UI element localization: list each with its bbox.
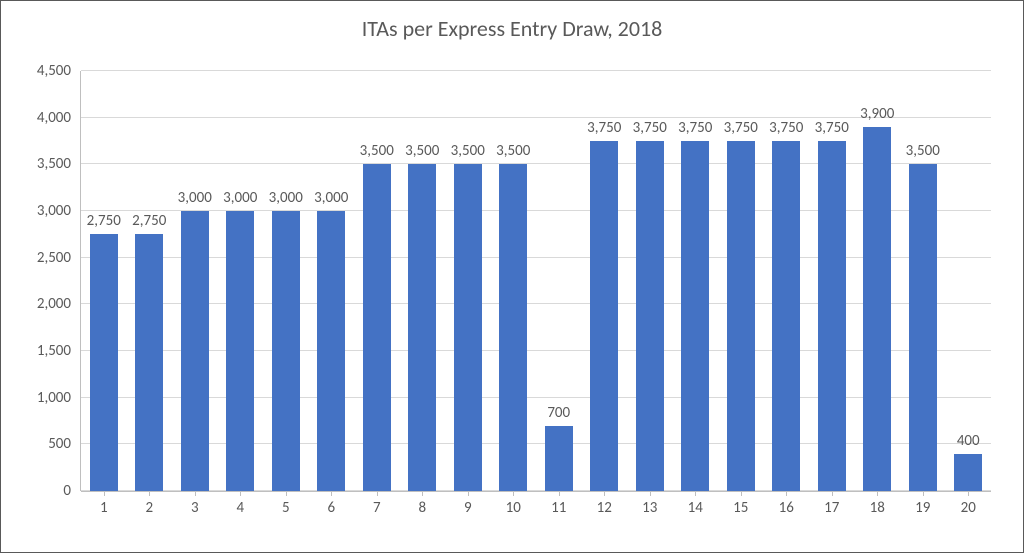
bar: 3,000	[317, 211, 345, 491]
bar-slot: 70011	[536, 71, 582, 491]
bar-value-label: 3,000	[178, 189, 212, 207]
bar-slot: 3,75017	[809, 71, 855, 491]
bar-value-label: 3,000	[314, 189, 348, 207]
bar-slot: 3,75012	[582, 71, 628, 491]
bar-value-label: 3,750	[678, 119, 712, 137]
y-tick-label: 2,500	[37, 249, 71, 267]
x-tick-label: 16	[779, 499, 794, 517]
bar: 3,000	[272, 211, 300, 491]
bar-value-label: 3,750	[815, 119, 849, 137]
x-tick-label: 17	[824, 499, 839, 517]
bar-slot: 3,5008	[400, 71, 446, 491]
bar-value-label: 2,750	[132, 212, 166, 230]
x-tick-label: 3	[191, 499, 199, 517]
y-tick-label: 4,500	[37, 62, 71, 80]
bar: 3,750	[636, 141, 664, 491]
bar: 3,500	[363, 164, 391, 491]
bar-slot: 3,0005	[263, 71, 309, 491]
y-tick-label: 500	[48, 435, 71, 453]
bar-value-label: 3,500	[496, 142, 530, 160]
y-axis	[80, 71, 81, 491]
bar-value-label: 2,750	[87, 212, 121, 230]
y-tick-label: 3,000	[37, 202, 71, 220]
x-tick-label: 7	[373, 499, 381, 517]
bar-slot: 3,0006	[309, 71, 355, 491]
x-tick-label: 11	[551, 499, 566, 517]
bar-value-label: 3,750	[769, 119, 803, 137]
bar: 3,500	[499, 164, 527, 491]
chart-title: ITAs per Express Entry Draw, 2018	[1, 1, 1023, 42]
bar-slot: 40020	[946, 71, 992, 491]
bar-slot: 3,75016	[764, 71, 810, 491]
x-tick-label: 6	[327, 499, 335, 517]
bar-slot: 3,5007	[354, 71, 400, 491]
x-axis	[81, 491, 991, 492]
bar: 3,750	[681, 141, 709, 491]
bar-slot: 3,90018	[855, 71, 901, 491]
bar-slot: 3,0003	[172, 71, 218, 491]
bar: 400	[954, 454, 982, 491]
y-tick-label: 3,500	[37, 155, 71, 173]
x-tick-label: 12	[597, 499, 612, 517]
bar: 3,500	[408, 164, 436, 491]
y-tick-label: 2,000	[37, 295, 71, 313]
x-tick-label: 1	[100, 499, 108, 517]
y-tick-label: 1,000	[37, 389, 71, 407]
bar-value-label: 3,750	[587, 119, 621, 137]
bar-slot: 3,50010	[491, 71, 537, 491]
bar: 3,750	[772, 141, 800, 491]
bar-value-label: 3,750	[724, 119, 758, 137]
bar-slot: 3,75015	[718, 71, 764, 491]
bar-value-label: 3,500	[451, 142, 485, 160]
bars-group: 2,75012,75023,00033,00043,00053,00063,50…	[81, 71, 991, 491]
y-tick-label: 0	[63, 482, 71, 500]
bar: 3,900	[863, 127, 891, 491]
x-tick-label: 15	[733, 499, 748, 517]
x-tick-label: 9	[464, 499, 472, 517]
bar-slot: 2,7501	[81, 71, 127, 491]
bar-value-label: 3,000	[269, 189, 303, 207]
bar-slot: 3,75014	[673, 71, 719, 491]
x-tick-label: 10	[506, 499, 521, 517]
bar-slot: 3,50019	[900, 71, 946, 491]
plot-area: 05001,0001,5002,0002,5003,0003,5004,0004…	[81, 71, 991, 491]
bar-value-label: 3,750	[633, 119, 667, 137]
bar: 3,000	[181, 211, 209, 491]
x-tick-label: 8	[418, 499, 426, 517]
y-tick-label: 4,000	[37, 109, 71, 127]
x-tick-label: 18	[870, 499, 885, 517]
bar-value-label: 3,500	[405, 142, 439, 160]
x-tick-label: 5	[282, 499, 290, 517]
bar-value-label: 3,500	[360, 142, 394, 160]
bar: 3,500	[454, 164, 482, 491]
bar-value-label: 3,900	[860, 105, 894, 123]
bar: 2,750	[135, 234, 163, 491]
bar-value-label: 700	[547, 404, 570, 422]
x-tick-label: 14	[688, 499, 703, 517]
bar: 700	[545, 426, 573, 491]
x-tick-label: 13	[642, 499, 657, 517]
bar-slot: 3,0004	[218, 71, 264, 491]
x-tick-label: 4	[236, 499, 244, 517]
x-tick-label: 20	[961, 499, 976, 517]
bar-slot: 2,7502	[127, 71, 173, 491]
x-tick-label: 2	[145, 499, 153, 517]
x-tick-label: 19	[915, 499, 930, 517]
bar-value-label: 3,000	[223, 189, 257, 207]
bar-slot: 3,5009	[445, 71, 491, 491]
bar: 3,750	[727, 141, 755, 491]
bar: 3,000	[226, 211, 254, 491]
chart-container: ITAs per Express Entry Draw, 2018 0 500 1,…	[0, 0, 1024, 553]
y-tick-label: 1,500	[37, 342, 71, 360]
bar-value-label: 400	[957, 432, 980, 450]
bar-value-label: 3,500	[906, 142, 940, 160]
bar: 2,750	[90, 234, 118, 491]
bar-slot: 3,75013	[627, 71, 673, 491]
bar: 3,750	[590, 141, 618, 491]
bar: 3,500	[909, 164, 937, 491]
bar: 3,750	[818, 141, 846, 491]
